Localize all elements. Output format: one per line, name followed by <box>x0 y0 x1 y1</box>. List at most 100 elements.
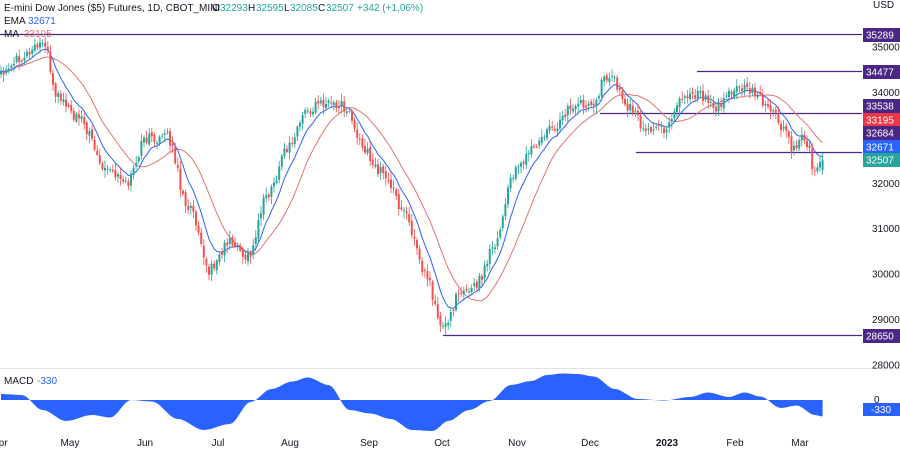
ema-line <box>0 48 823 310</box>
candle-body <box>655 126 658 128</box>
candle-up <box>5 65 8 76</box>
candle-body <box>182 190 184 194</box>
price-pane[interactable] <box>0 33 862 337</box>
candle-body <box>795 145 798 149</box>
candle-body <box>132 167 135 175</box>
candle-down <box>780 120 782 137</box>
candle-body <box>663 128 665 134</box>
candle-down <box>384 165 387 186</box>
candle-body <box>221 252 223 255</box>
candle-body <box>403 210 405 212</box>
candle-up <box>735 79 738 100</box>
candle-down <box>54 81 57 104</box>
time-tick: Mar <box>791 438 809 449</box>
candle-body <box>117 174 119 177</box>
candle-body <box>397 194 400 210</box>
price-scale[interactable]: USD <box>873 0 894 11</box>
candle-body <box>244 254 247 260</box>
candle-body <box>18 56 21 63</box>
candle-down <box>179 160 182 198</box>
candle-body <box>426 271 429 280</box>
candle-body <box>291 143 294 145</box>
candle-body <box>478 275 481 290</box>
candle-up <box>642 120 645 132</box>
candle-body <box>772 110 775 112</box>
candle-body <box>296 126 299 137</box>
candle-down <box>626 98 629 118</box>
candle-body <box>327 100 330 103</box>
candle-body <box>590 101 593 106</box>
candle-body <box>735 86 738 92</box>
candle-down <box>317 95 320 110</box>
candle-body <box>366 149 369 154</box>
candle-down <box>702 84 704 106</box>
legend[interactable]: E-mini Dow Jones ($5) Futures, 1D, CBOT_… <box>4 3 423 387</box>
candle-down <box>785 122 788 138</box>
candle-down <box>811 143 814 175</box>
candle-body <box>418 248 421 260</box>
candle-body <box>254 237 257 245</box>
price-tick: 32000 <box>872 179 900 190</box>
candle-body <box>67 104 70 107</box>
candle-up <box>215 258 218 275</box>
candle-body <box>520 162 522 167</box>
candle-body <box>725 95 728 97</box>
ema-label: EMA <box>4 16 26 27</box>
candle-up <box>273 177 275 193</box>
candle-up <box>366 142 369 156</box>
candle-up <box>41 39 44 47</box>
candle-down <box>551 120 554 131</box>
candle-down <box>746 77 749 91</box>
candle-up <box>293 132 296 148</box>
candle-body <box>613 77 616 79</box>
candle-up <box>345 108 348 117</box>
candle-up <box>15 52 18 64</box>
candle-body <box>247 253 249 262</box>
candle-up <box>106 164 109 175</box>
candle-up <box>678 96 681 115</box>
candle-body <box>780 123 782 131</box>
candle-down <box>754 83 756 100</box>
candle-up <box>514 165 517 182</box>
candle-body <box>566 106 569 116</box>
candle-down <box>813 165 816 177</box>
macd-pane[interactable] <box>1 373 823 432</box>
macd-label: MACD <box>4 376 33 387</box>
candle-up <box>572 104 574 114</box>
price-tag-text: 32684 <box>866 129 894 140</box>
candle-down <box>20 58 23 67</box>
candle-body <box>26 51 28 57</box>
candle-down <box>535 144 538 149</box>
candle-body <box>582 99 585 108</box>
candle-body <box>301 115 304 124</box>
time-scale[interactable]: Apr May Jun Jul Aug Sep Oct Nov Dec 2023 Feb Mar <box>0 438 809 449</box>
candle-up <box>540 129 543 146</box>
candle-up <box>104 160 106 178</box>
candle-body <box>696 90 699 99</box>
candle-body <box>109 169 112 171</box>
candle-body <box>652 129 655 131</box>
candle-down <box>452 308 455 317</box>
candle-down <box>434 294 437 306</box>
candle-body <box>660 126 663 128</box>
candle-up <box>756 91 759 100</box>
candle-up <box>262 193 265 220</box>
candle-down <box>777 106 780 125</box>
candle-up <box>304 107 307 119</box>
candle-up <box>559 112 561 134</box>
candle-body <box>574 105 577 110</box>
candle-body <box>598 96 600 99</box>
candle-down <box>249 250 252 264</box>
candle-body <box>400 207 403 210</box>
time-tick: Sep <box>360 438 378 449</box>
candle-down <box>748 81 751 99</box>
candle-body <box>392 187 395 189</box>
candle-body <box>312 111 314 115</box>
candle-up <box>13 56 15 73</box>
candle-up <box>260 206 262 226</box>
candle-down <box>730 89 733 100</box>
time-tick: Feb <box>726 438 744 449</box>
candle-body <box>694 95 697 99</box>
price-tick: 30000 <box>872 270 900 281</box>
